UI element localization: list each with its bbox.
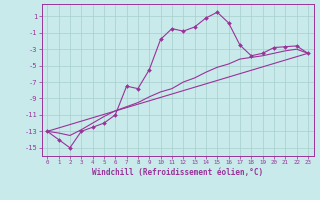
X-axis label: Windchill (Refroidissement éolien,°C): Windchill (Refroidissement éolien,°C): [92, 168, 263, 177]
